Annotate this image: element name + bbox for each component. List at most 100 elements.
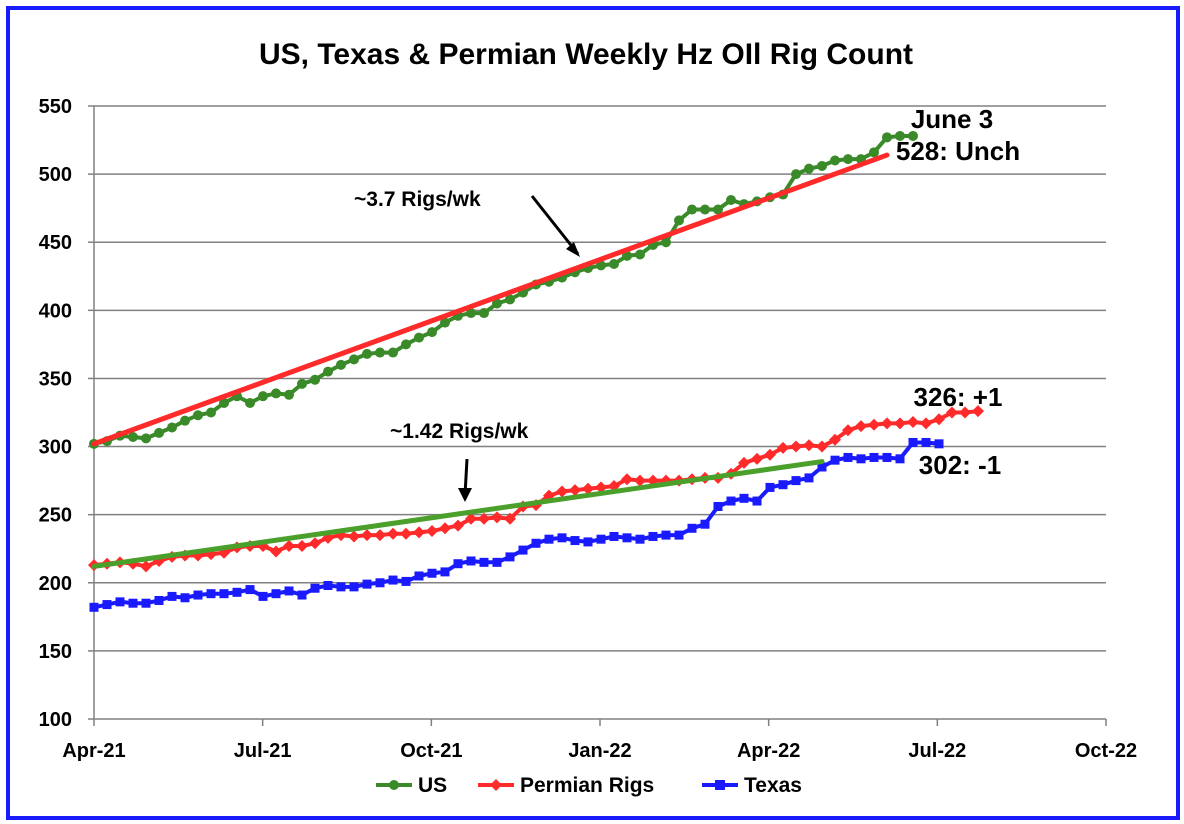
data-point [595, 481, 607, 494]
data-point [765, 482, 775, 492]
us-rate-arrowhead [566, 242, 580, 257]
permian-value-annotation: 326: +1 [914, 382, 1003, 412]
data-point [518, 545, 528, 555]
y-tick-label: 500 [39, 164, 72, 186]
data-point [128, 598, 138, 608]
y-axis-ticks: 100 150 200 250 300 350 400 450 500 550 [39, 96, 72, 731]
data-point [193, 410, 203, 421]
data-point [738, 456, 750, 469]
data-point [791, 476, 801, 486]
data-point [219, 397, 229, 408]
data-point [141, 598, 151, 608]
x-tick-label: Jan-22 [568, 740, 631, 762]
data-point [492, 298, 502, 309]
us-value-annotation: 528: Unch [896, 136, 1020, 166]
grid-lines [88, 105, 1106, 720]
data-point [713, 501, 723, 511]
data-point [375, 347, 385, 358]
data-point [310, 583, 320, 593]
data-point [791, 169, 801, 180]
data-point [193, 590, 203, 600]
data-point [830, 455, 840, 465]
data-point [882, 132, 892, 143]
data-point [401, 339, 411, 350]
data-point [336, 359, 346, 370]
data-point [270, 545, 282, 558]
data-point [933, 413, 945, 426]
x-tick-label: Apr-21 [62, 740, 125, 762]
data-point [842, 424, 854, 437]
data-point [882, 452, 892, 462]
legend-texas-label: Texas [744, 774, 802, 797]
chart-title: US, Texas & Permian Weekly Hz OIl Rig Co… [259, 38, 913, 71]
data-point [778, 480, 788, 490]
us-rate-arrow [530, 195, 580, 255]
data-point [596, 534, 606, 544]
data-point [634, 474, 646, 487]
data-point [713, 204, 723, 215]
data-point [504, 512, 516, 525]
data-point [946, 406, 958, 419]
data-point [661, 237, 671, 248]
data-point [180, 593, 190, 603]
data-point [596, 260, 606, 271]
x-tick-label: Oct-22 [1075, 740, 1137, 762]
x-tick-label: Jul-21 [234, 740, 292, 762]
x-axis-ticks: Apr-21 Jul-21 Oct-21 Jan-22 Apr-22 Jul-22 Oct-… [62, 719, 1137, 762]
y-tick-label: 400 [39, 300, 72, 322]
data-point [283, 539, 295, 552]
y-tick-label: 250 [39, 505, 72, 527]
data-point [245, 397, 255, 408]
data-point [972, 405, 984, 418]
data-point [362, 348, 372, 359]
data-point [531, 538, 541, 548]
trend-line [91, 459, 825, 569]
data-point [803, 439, 815, 452]
data-point [622, 533, 632, 543]
data-point [790, 440, 802, 453]
data-point [869, 147, 879, 158]
data-point [465, 512, 477, 525]
series-group [88, 130, 984, 612]
data-point [582, 482, 594, 495]
y-tick-label: 150 [39, 641, 72, 663]
data-point [102, 600, 112, 610]
data-point [400, 527, 412, 540]
y-tick-label: 450 [39, 232, 72, 254]
data-point [687, 204, 697, 215]
data-point [232, 587, 242, 597]
data-point [505, 294, 515, 305]
data-point [258, 391, 268, 402]
data-point [855, 420, 867, 433]
data-point [388, 347, 398, 358]
data-point [661, 530, 671, 540]
data-point [674, 530, 684, 540]
y-tick-label: 200 [39, 573, 72, 595]
data-point [271, 589, 281, 599]
data-point [180, 415, 190, 426]
data-point [440, 317, 450, 328]
data-point [361, 529, 373, 542]
data-point [674, 215, 684, 226]
data-point [154, 427, 164, 438]
legend-permian-label: Permian Rigs [520, 774, 654, 797]
data-point [440, 567, 450, 577]
data-point [284, 389, 294, 400]
y-tick-label: 350 [39, 368, 72, 390]
trend-line [91, 152, 890, 447]
data-point [505, 552, 515, 562]
data-point [115, 597, 125, 607]
series-texas [89, 437, 944, 612]
data-point [622, 250, 632, 261]
data-point [492, 557, 502, 567]
data-point [894, 417, 906, 430]
data-point [829, 433, 841, 446]
data-point [466, 556, 476, 566]
data-point [479, 308, 489, 319]
data-point [258, 591, 268, 601]
data-point [297, 590, 307, 600]
data-point [167, 591, 177, 601]
data-point [439, 522, 451, 535]
data-point [895, 454, 905, 464]
data-point [635, 534, 645, 544]
